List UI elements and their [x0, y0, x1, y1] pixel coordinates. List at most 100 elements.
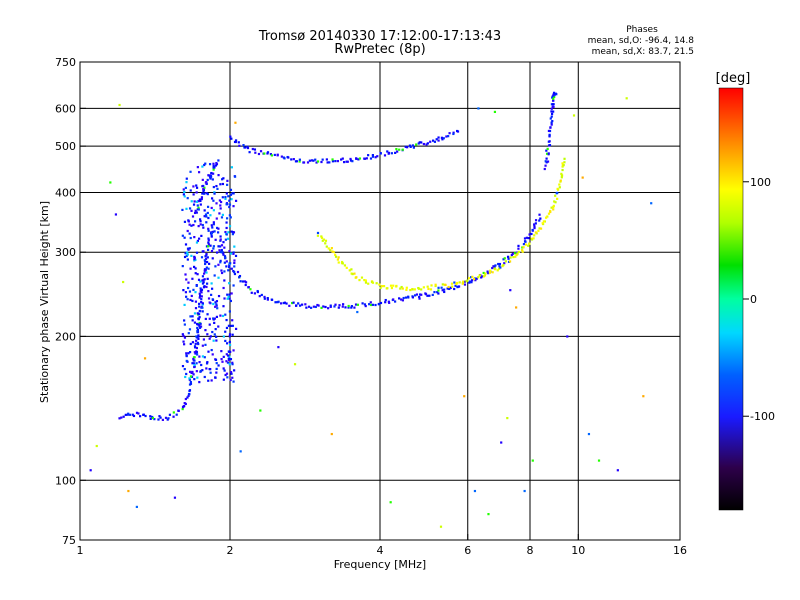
data-point	[246, 145, 249, 148]
data-point	[552, 97, 555, 100]
data-point	[186, 253, 189, 256]
data-point	[182, 334, 185, 338]
data-point	[197, 200, 200, 203]
data-point	[369, 157, 373, 160]
data-point	[331, 160, 335, 163]
data-point	[139, 415, 142, 418]
data-point	[312, 159, 315, 162]
data-point	[234, 140, 237, 144]
data-point	[415, 293, 419, 296]
data-point	[331, 250, 334, 253]
data-point	[203, 163, 206, 167]
y-tick-label: 600	[55, 102, 76, 115]
data-point	[581, 176, 584, 179]
data-point	[229, 216, 232, 219]
data-point	[233, 175, 237, 178]
data-point	[550, 112, 554, 115]
data-point	[263, 297, 266, 300]
data-point	[508, 260, 512, 263]
data-point	[207, 237, 210, 240]
data-point	[616, 469, 619, 472]
y-axis-ticks: 75 100 200 300 400 500 600 750	[55, 56, 86, 547]
data-point	[292, 301, 295, 304]
data-point	[218, 249, 221, 252]
data-point	[118, 103, 121, 107]
data-point	[316, 160, 320, 163]
data-point	[189, 342, 192, 346]
data-point	[209, 335, 212, 338]
data-point	[190, 294, 193, 298]
data-point	[230, 198, 233, 201]
data-point	[227, 357, 230, 360]
data-point	[483, 274, 487, 277]
data-point	[198, 310, 201, 313]
data-point	[189, 315, 192, 318]
data-point	[204, 262, 207, 266]
data-point	[420, 141, 423, 144]
data-point	[293, 363, 297, 366]
y-tick-label: 750	[55, 56, 76, 69]
data-point	[209, 244, 212, 247]
data-point	[274, 301, 277, 304]
data-point	[310, 306, 313, 309]
data-point	[188, 351, 192, 354]
data-point	[213, 191, 216, 194]
data-point	[201, 192, 204, 195]
data-point	[545, 149, 548, 152]
data-point	[401, 148, 404, 151]
data-point	[233, 245, 236, 248]
data-point	[204, 181, 208, 184]
data-point	[196, 376, 199, 379]
data-point	[301, 303, 304, 306]
data-point	[199, 290, 202, 293]
data-point	[222, 253, 225, 256]
data-point	[203, 186, 206, 189]
data-point	[548, 140, 551, 143]
stats-line-o: mean, sd,O: -96.4, 14.8	[588, 36, 695, 46]
data-point	[347, 304, 350, 308]
data-point	[227, 324, 231, 327]
data-point	[517, 244, 520, 248]
data-point	[371, 155, 375, 158]
data-point	[127, 412, 130, 415]
data-point	[184, 243, 188, 246]
data-point	[340, 158, 343, 161]
data-point	[413, 288, 416, 291]
data-point	[188, 223, 191, 226]
data-point	[219, 183, 222, 186]
data-point	[185, 372, 188, 376]
data-point	[625, 97, 628, 100]
data-point	[236, 270, 240, 274]
data-point	[539, 227, 543, 230]
data-point	[186, 396, 189, 399]
data-point	[553, 95, 556, 99]
data-point	[471, 275, 474, 278]
data-point	[219, 238, 222, 241]
data-point	[202, 278, 205, 282]
data-point	[194, 267, 197, 270]
data-point	[206, 313, 209, 316]
data-point	[263, 295, 266, 299]
data-point	[189, 298, 192, 302]
data-point	[358, 157, 362, 160]
data-point	[349, 157, 352, 161]
data-point	[322, 238, 326, 241]
data-point	[213, 192, 216, 195]
data-point	[230, 372, 233, 375]
data-point	[478, 274, 481, 277]
data-point	[197, 337, 200, 340]
data-point	[343, 160, 346, 164]
data-point	[411, 296, 415, 299]
data-point	[157, 418, 160, 421]
y-tick-label: 200	[55, 330, 76, 343]
data-point	[447, 285, 450, 289]
data-point	[215, 202, 218, 205]
data-point	[552, 208, 555, 211]
data-point	[232, 192, 235, 195]
data-point	[458, 281, 461, 284]
data-point	[191, 215, 195, 218]
data-point	[223, 255, 227, 258]
data-point	[229, 135, 232, 138]
data-point	[552, 105, 555, 109]
data-point	[437, 139, 440, 142]
